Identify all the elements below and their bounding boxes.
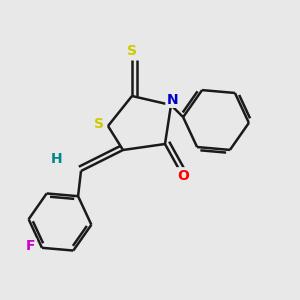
Text: F: F [26,239,35,253]
Text: S: S [127,44,137,58]
Text: N: N [167,93,178,106]
Text: H: H [51,152,63,166]
Text: S: S [94,118,104,131]
Text: O: O [177,169,189,182]
